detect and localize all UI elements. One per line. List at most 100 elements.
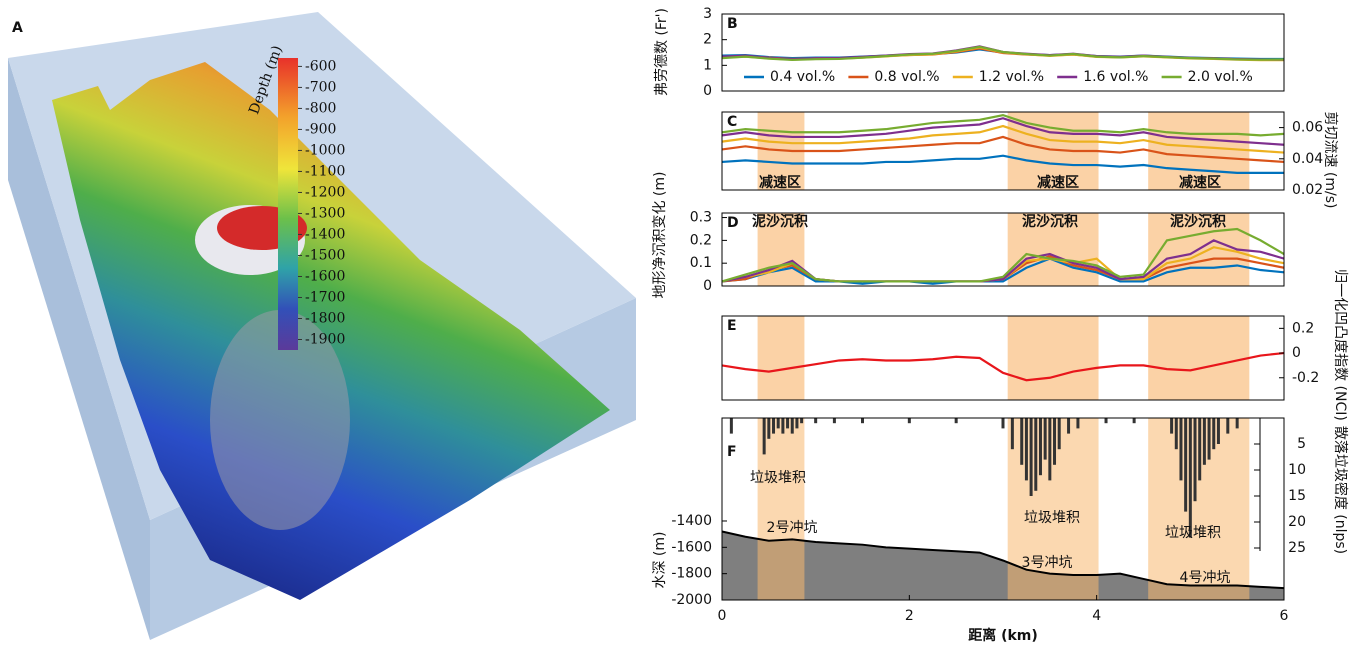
bar (1058, 418, 1061, 449)
colorbar-tick-label: -1200 (305, 184, 345, 200)
y-tick-label: 3 (703, 6, 712, 22)
bar (777, 418, 780, 428)
bar (1044, 418, 1047, 460)
bar (772, 418, 775, 434)
figure: ADepth (m)-600-700-800-900-1000-1100-120… (0, 0, 1363, 647)
y2-tick-label: 20 (1288, 514, 1306, 530)
highlight (1148, 316, 1249, 400)
colorbar-tick-label: -800 (305, 100, 336, 116)
colorbar-tick-label: -900 (305, 121, 336, 137)
y-axis-label: 归一化凹凸度指数 (NCI) (1332, 269, 1349, 421)
y-tick-label: 0.2 (690, 232, 712, 248)
bar (955, 418, 958, 423)
y-tick-label: -2000 (671, 592, 712, 608)
y-axis-label: 弗劳德数 (Fr') (654, 8, 670, 96)
bar (1189, 418, 1192, 538)
annotation: 减速区 (759, 174, 801, 191)
colorbar-tick-label: -1400 (305, 226, 345, 242)
y-tick-label: 0.2 (1292, 320, 1314, 336)
y2-tick-label: 25 (1288, 540, 1306, 556)
bar (1184, 418, 1187, 512)
y-tick-label: -1600 (671, 539, 712, 555)
y2-tick-label: 5 (1297, 436, 1306, 452)
y-tick-label: 0.06 (1292, 120, 1323, 136)
colorbar (278, 58, 298, 350)
bar (1067, 418, 1070, 434)
y-tick-label: 1 (703, 57, 712, 73)
y-tick-label: 0 (703, 83, 712, 99)
annotation: 泥沙沉积 (752, 213, 808, 230)
colorbar-tick-label: -1900 (305, 331, 345, 347)
y-axis-label: 地形净沉积变化 (m) (652, 171, 668, 298)
annotation: 垃圾堆积 (750, 470, 806, 486)
colorbar-tick-label: -1000 (305, 142, 345, 158)
bar (1011, 418, 1014, 449)
bar (1048, 418, 1051, 480)
bar (1034, 418, 1037, 491)
bar (1076, 418, 1079, 428)
y-tick-label: 0 (1292, 345, 1301, 361)
panel-label: D (727, 215, 739, 231)
y2-axis-label: 散落垃圾密度 (nlps) (1332, 426, 1349, 554)
colorbar-tick-label: -1500 (305, 247, 345, 263)
bar (763, 418, 766, 454)
bar (1217, 418, 1220, 444)
annotation: 减速区 (1037, 174, 1079, 191)
x-axis-label: 距离 (km) (968, 627, 1038, 644)
highlight (758, 316, 805, 400)
bar (1105, 418, 1108, 423)
x-tick-label: 6 (1280, 608, 1289, 624)
bar (791, 418, 794, 434)
bar (1053, 418, 1056, 465)
bar (767, 418, 770, 439)
annotation: 垃圾堆积 (1024, 510, 1080, 526)
bar (1236, 418, 1239, 428)
y-tick-label: 0.1 (690, 255, 712, 271)
colorbar-tick-label: -1100 (305, 163, 345, 179)
colorbar-tick-label: -1700 (305, 289, 345, 305)
bar (814, 418, 817, 423)
y-axis-label: 水深 (m) (652, 531, 668, 588)
bar (786, 418, 789, 428)
annotation: 减速区 (1179, 174, 1221, 191)
bar (1198, 418, 1201, 480)
bar (861, 418, 864, 423)
y-tick-label: 2 (703, 32, 712, 48)
bar (1179, 418, 1182, 480)
colorbar-tick-label: -600 (305, 58, 336, 74)
y-tick-label: 0.3 (690, 210, 712, 226)
x-tick-label: 4 (1092, 608, 1101, 624)
bar (1212, 418, 1215, 449)
y-tick-label: 0.04 (1292, 151, 1323, 167)
bar (1226, 418, 1229, 434)
legend-label: 1.6 vol.% (1083, 69, 1148, 85)
bar (1175, 418, 1178, 449)
panel-label: C (727, 114, 737, 130)
y-tick-label: 0.02 (1292, 182, 1323, 198)
bar (1170, 418, 1173, 434)
y-tick-label: -1800 (671, 566, 712, 582)
bar (833, 418, 836, 423)
legend-label: 1.2 vol.% (979, 69, 1044, 85)
legend-label: 0.4 vol.% (770, 69, 835, 85)
annotation: 垃圾堆积 (1165, 525, 1221, 541)
bar (795, 418, 798, 428)
annotation: 泥沙沉积 (1170, 213, 1226, 230)
bar (1203, 418, 1206, 465)
bar (1025, 418, 1028, 480)
highlight (1008, 316, 1099, 400)
bar (908, 418, 911, 423)
y-axis-label: 剪切流速 (m/s) (1322, 111, 1338, 208)
bar (1002, 418, 1005, 428)
bar (1194, 418, 1197, 501)
x-tick-label: 0 (718, 608, 727, 624)
bar (1020, 418, 1023, 465)
x-tick-label: 2 (905, 608, 914, 624)
y2-tick-label: 15 (1288, 488, 1306, 504)
colorbar-tick-label: -1800 (305, 310, 345, 326)
bar (781, 418, 784, 434)
y-tick-label: -0.2 (1292, 370, 1319, 386)
bar (730, 418, 733, 434)
bar (800, 418, 803, 423)
annotation: 4号冲坑 (1180, 570, 1231, 586)
